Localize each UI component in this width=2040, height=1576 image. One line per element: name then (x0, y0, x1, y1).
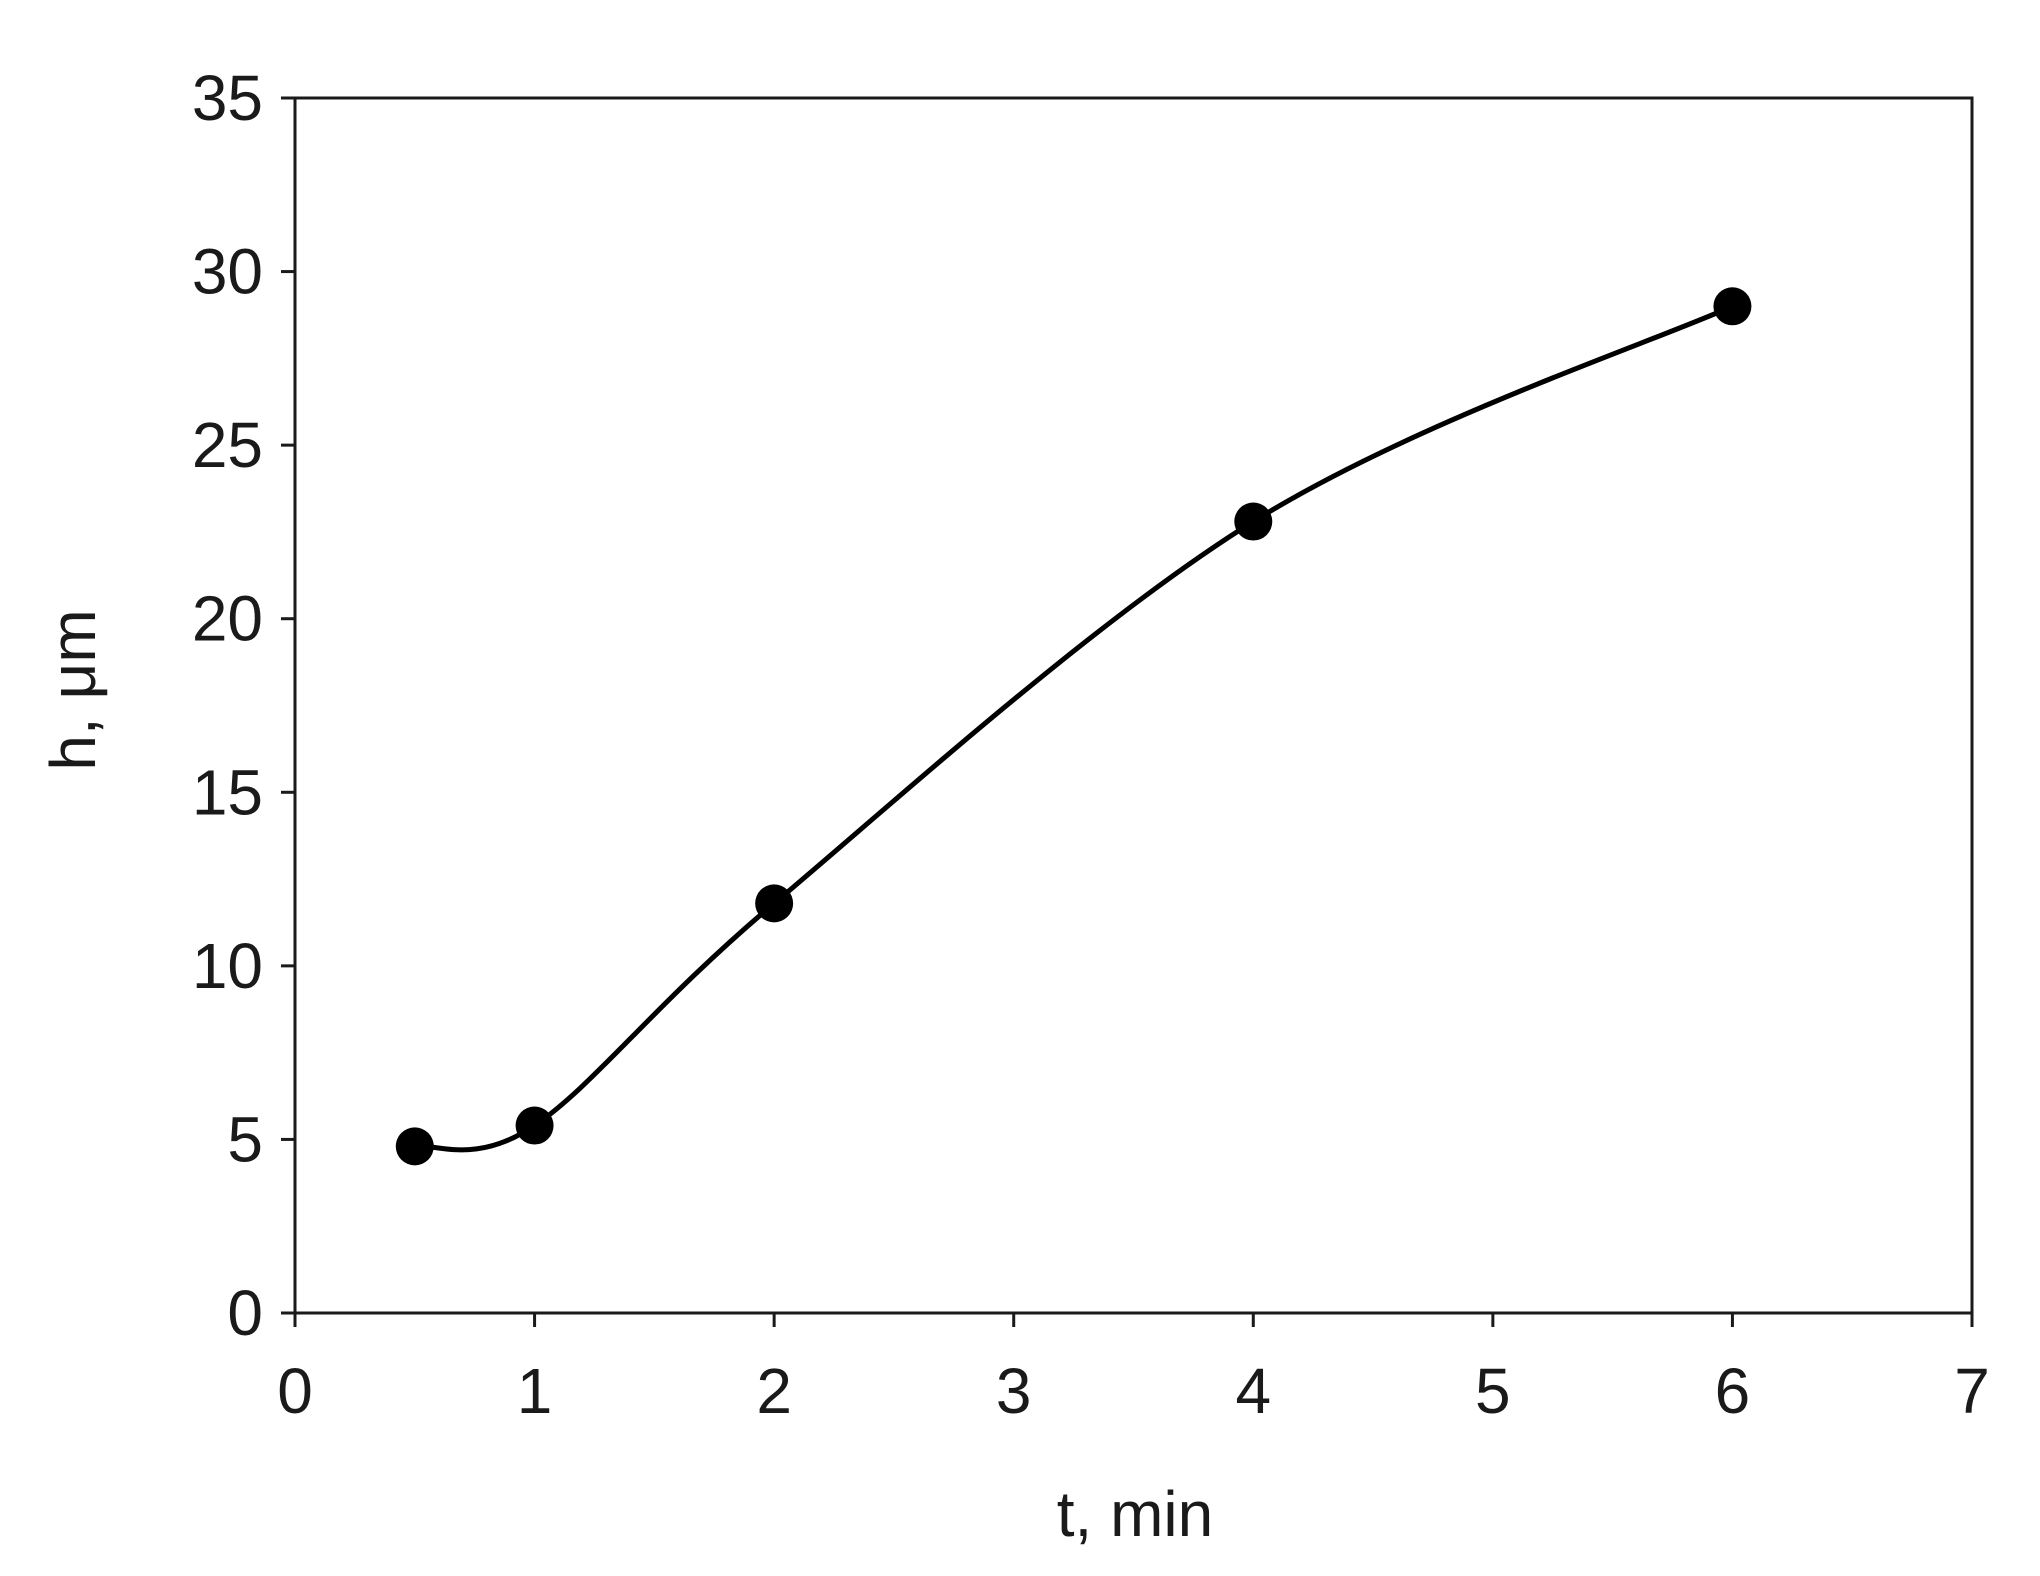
series-line (412, 303, 1735, 1153)
y-tick-label: 35 (192, 62, 263, 134)
x-tick-label: 2 (756, 1355, 792, 1427)
series-layer (395, 287, 1752, 1166)
data-point (1713, 287, 1752, 326)
y-tick-label: 30 (192, 236, 263, 308)
x-tick-label: 1 (517, 1355, 553, 1427)
plot-frame (293, 96, 1974, 1315)
y-tick-label: 25 (192, 409, 263, 481)
y-axis: 0 5 10 15 20 25 30 35 (192, 62, 295, 1349)
x-axis: 0 1 2 3 4 5 6 7 (277, 1313, 1990, 1427)
data-point (755, 884, 794, 923)
y-tick-label: 0 (227, 1277, 263, 1349)
data-point (515, 1106, 554, 1145)
x-tick-label: 7 (1954, 1355, 1990, 1427)
y-tick-label: 5 (227, 1103, 263, 1175)
x-axis-title: t, min (1057, 1478, 1213, 1550)
x-tick-label: 3 (996, 1355, 1032, 1427)
x-tick-label: 4 (1235, 1355, 1271, 1427)
x-tick-label: 5 (1475, 1355, 1511, 1427)
y-tick-label: 10 (192, 930, 263, 1002)
data-point (395, 1127, 434, 1166)
y-tick-label: 20 (192, 583, 263, 655)
data-point (1234, 502, 1273, 541)
plot-area-border (293, 96, 1974, 1315)
y-tick-label: 15 (192, 756, 263, 828)
y-axis-title: h, μm (37, 609, 109, 770)
x-tick-label: 6 (1715, 1355, 1751, 1427)
x-tick-label: 0 (277, 1355, 313, 1427)
